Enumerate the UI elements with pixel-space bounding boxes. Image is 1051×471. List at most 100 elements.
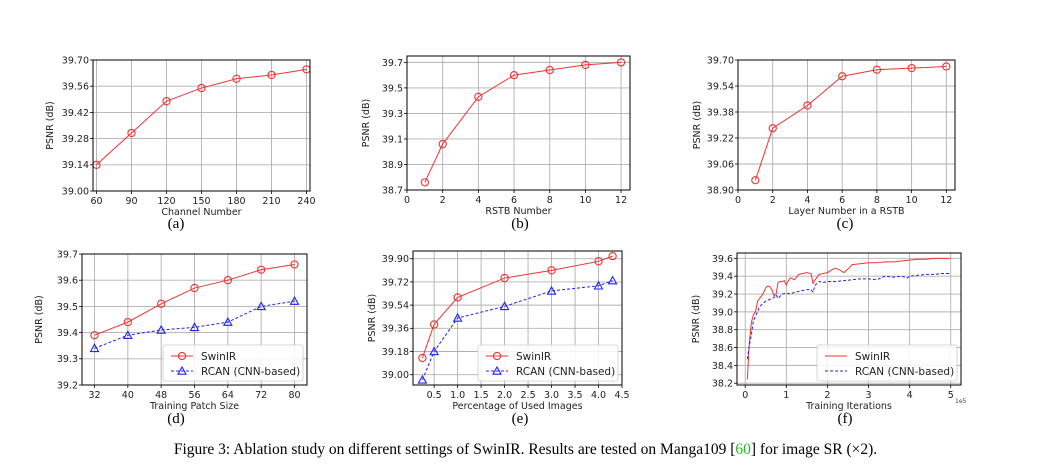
data-point [509, 70, 519, 80]
data-point [768, 124, 777, 133]
y-axis-label: PSNR (dB) [45, 101, 56, 149]
x-tick-label: 72 [255, 390, 267, 401]
series-line [96, 68, 307, 166]
x-tick-label: 3 [865, 390, 871, 401]
x-tick-label: 180 [227, 196, 245, 207]
axes-frame [412, 250, 623, 386]
y-tick-label: 39.00 [382, 370, 409, 381]
data-point [223, 276, 232, 285]
y-tick-label: 39.7 [57, 249, 78, 260]
subplot-label: (f) [838, 411, 853, 427]
x-tick-label: 40 [122, 390, 134, 401]
y-tick-label: 38.4 [712, 361, 733, 372]
x-tick-label: 3.0 [544, 390, 559, 401]
y-tick-label: 39.54 [382, 301, 409, 312]
y-tick-label: 38.8 [712, 325, 733, 336]
axes-frame [406, 55, 631, 191]
legend-label: SwinIR [516, 351, 551, 363]
x-tick-label: 0 [735, 195, 741, 206]
axes-frame [737, 59, 956, 191]
y-tick-label: 39.18 [382, 347, 409, 358]
data-point [417, 374, 428, 384]
x-tick-label: 32 [88, 390, 100, 401]
series-swinir [420, 58, 626, 187]
x-tick-label: 10 [579, 195, 591, 206]
subplot-label: (d) [167, 411, 185, 427]
figure-caption: Figure 3: Ablation study on different se… [0, 441, 1051, 459]
subplot-label: (c) [837, 216, 854, 232]
data-point [872, 65, 882, 74]
x-tick-label: 60 [90, 196, 102, 207]
legend-label: SwinIR [201, 351, 236, 363]
y-tick-label: 39.70 [707, 55, 734, 66]
y-tick-label: 38.90 [707, 185, 734, 196]
data-point [838, 72, 847, 81]
x-tick-label: 0 [404, 195, 410, 206]
data-point [197, 83, 206, 93]
subplot-b: 0 2 4 6 8 10 12 38.7 38.9 39.1 39.3 39.5 39.7 RSTB Nu… [361, 55, 631, 232]
data-point [289, 296, 300, 305]
data-point [222, 316, 233, 326]
y-tick-label: 39.70 [62, 55, 89, 66]
citation-link[interactable]: 60 [735, 441, 751, 458]
series-swinir [93, 65, 310, 169]
data-point [581, 60, 590, 70]
series-rcan [417, 275, 618, 384]
data-point [907, 63, 916, 73]
legend-marker [177, 351, 187, 361]
legend-label: RCAN (CNN-based) [201, 366, 300, 378]
data-point [420, 178, 429, 187]
plot-area [407, 56, 630, 190]
y-tick-label: 38.9 [382, 160, 403, 171]
x-tick-label: 0 [742, 390, 748, 401]
y-tick-label: 38.6 [712, 343, 733, 354]
x-tick-label: 3.5 [567, 390, 582, 401]
x-tick-label: 64 [222, 390, 234, 401]
data-point [89, 343, 100, 353]
x-axis-label: Percentage of Used Images [452, 401, 582, 412]
y-axis-label: PSNR (dB) [691, 295, 702, 343]
x-axis-label: Training Patch Size [149, 401, 239, 412]
data-point [500, 273, 509, 283]
x-tick-label: 150 [192, 196, 210, 207]
x-tick-label: 0.5 [427, 390, 442, 401]
data-point [803, 101, 812, 110]
x-tick-label: 4 [907, 390, 913, 401]
data-point [93, 160, 101, 169]
data-point [190, 283, 199, 293]
x-tick-label: 6 [511, 195, 517, 206]
y-tick-label: 39.14 [62, 160, 89, 171]
x-tick-label: 1.0 [450, 390, 465, 401]
legend-marker [492, 365, 502, 375]
y-tick-label: 39.4 [57, 328, 78, 339]
axes-frame [92, 59, 311, 192]
y-tick-label: 38.7 [382, 185, 403, 196]
x-tick-label: 8 [874, 195, 880, 206]
series-swinir [751, 62, 951, 185]
data-point [157, 299, 166, 308]
y-tick-label: 39.54 [707, 81, 734, 92]
x-axis-label: RSTB Number [485, 206, 551, 217]
y-tick-label: 39.4 [712, 272, 733, 283]
data-point [418, 353, 427, 363]
y-tick-label: 39.3 [382, 109, 403, 120]
y-tick-label: 39.1 [382, 134, 403, 145]
x-tick-label: 12 [615, 195, 627, 206]
x-tick-label: 240 [297, 196, 315, 207]
axes-frame [81, 253, 308, 386]
y-tick-label: 39.00 [62, 186, 89, 197]
y-tick-label: 39.5 [382, 83, 403, 94]
y-tick-label: 39.56 [62, 82, 89, 93]
legend-marker [177, 365, 187, 375]
data-point [452, 312, 463, 322]
data-point [267, 70, 276, 80]
series-line [746, 273, 951, 360]
x-tick-label: 12 [940, 195, 952, 206]
data-point [616, 58, 626, 67]
subplot-f: 0 1 2 3 4 5 38.2 38.4 38.6 38.8 39.0 39.2 39.4 39.6 Tr… [691, 252, 967, 427]
y-tick-label: 39.72 [382, 277, 409, 288]
series-line [424, 61, 622, 183]
y-tick-label: 39.5 [57, 302, 78, 313]
x-tick-label: 2 [440, 195, 446, 206]
